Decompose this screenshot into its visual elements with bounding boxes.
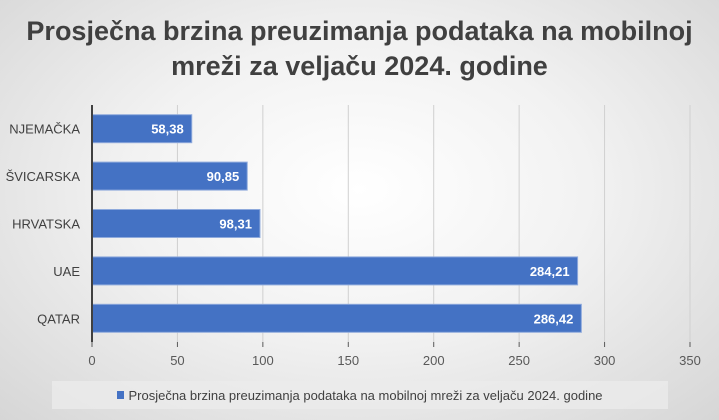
bar (91, 114, 193, 144)
bar (91, 256, 579, 286)
category-label: ŠVICARSKA (6, 169, 81, 184)
category-label: UAE (53, 264, 80, 279)
x-tick-label: 200 (423, 353, 445, 368)
x-tick-label: 0 (88, 353, 95, 368)
data-label: 98,31 (219, 217, 252, 232)
x-tick-label: 250 (508, 353, 530, 368)
x-tick-label: 50 (170, 353, 184, 368)
category-label: QATAR (37, 311, 80, 326)
x-tick-label: 100 (252, 353, 274, 368)
legend-swatch (117, 391, 125, 399)
bar (91, 209, 261, 238)
data-label: 284,21 (530, 264, 570, 279)
legend-label: Prosječna brzina preuzimanja podataka na… (128, 387, 603, 403)
x-tick-label: 300 (594, 353, 616, 368)
x-tick-label: 150 (337, 353, 359, 368)
legend: Prosječna brzina preuzimanja podataka na… (52, 381, 668, 409)
chart-title: Prosječna brzina preuzimanja podataka na… (26, 16, 693, 81)
bar (91, 303, 582, 333)
data-label: 58,38 (151, 122, 184, 137)
data-label: 286,42 (534, 311, 574, 326)
bar (91, 161, 248, 191)
category-label: HRVATSKA (12, 217, 80, 232)
x-tick-label: 350 (679, 353, 701, 368)
data-label: 90,85 (207, 169, 240, 184)
category-label: NJEMAČKA (9, 122, 80, 137)
